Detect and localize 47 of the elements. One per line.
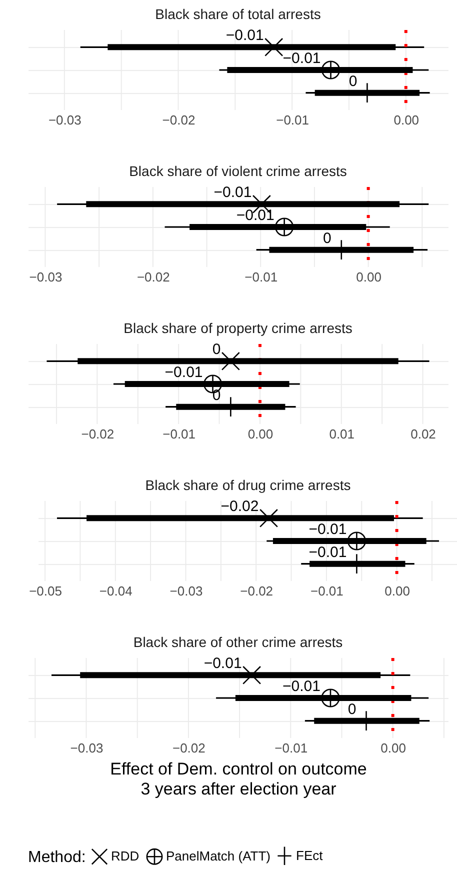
x-tick-label: −0.05	[29, 584, 62, 598]
x-tick-label: −0.03	[70, 740, 104, 756]
data-label: 0	[348, 72, 358, 90]
chart-title: Black share of other crime arrests	[133, 634, 343, 650]
x-tick-label: −0.01	[244, 270, 278, 284]
legend-label: RDD	[111, 848, 140, 864]
x-tick-label: 0.02	[410, 426, 436, 442]
x-tick-label: 0.00	[394, 112, 420, 128]
data-label: −0.02	[220, 498, 259, 516]
data-label: −0.01	[308, 544, 347, 561]
x-tick-label: 0.01	[329, 426, 355, 442]
x-tick-label: −0.02	[240, 584, 274, 598]
x-tick-label: 0.00	[356, 270, 382, 284]
data-label: −0.01	[282, 678, 320, 695]
chart-title: Black share of total arrests	[155, 6, 321, 22]
x-tick-label: −0.01	[162, 426, 196, 442]
chart-title: Black share of property crime arrests	[124, 320, 352, 336]
data-label: −0.01	[204, 655, 242, 672]
data-label: −0.01	[226, 27, 264, 44]
data-label: −0.01	[164, 364, 203, 381]
data-label: −0.01	[214, 184, 252, 202]
data-label: −0.01	[236, 207, 274, 224]
x-tick-label: −0.03	[48, 112, 82, 128]
data-label: 0	[323, 230, 332, 247]
x-tick-label: 0.00	[248, 426, 274, 442]
x-tick-label: −0.02	[172, 740, 206, 756]
x-tick-label: −0.01	[274, 740, 308, 756]
chart-title: Black share of violent crime arrests	[129, 163, 347, 180]
x-tick-label: 0.00	[384, 584, 410, 598]
x-tick-label: 0.00	[380, 740, 406, 756]
x-tick-label: −0.02	[81, 426, 114, 442]
data-label: 0	[212, 341, 221, 358]
data-label: −0.01	[282, 50, 321, 67]
x-tick-label: −0.01	[276, 112, 310, 128]
x-tick-label: −0.04	[99, 584, 132, 598]
x-tick-label: −0.01	[310, 584, 344, 598]
x-tick-label: −0.02	[162, 112, 196, 128]
x-tick-label: −0.03	[170, 584, 203, 598]
data-label: 0	[348, 700, 356, 718]
legend-title: Method:	[28, 849, 86, 866]
data-label: −0.01	[308, 521, 347, 538]
x-tick-label: −0.02	[136, 270, 170, 284]
x-tick-label: −0.03	[29, 270, 62, 284]
legend-label: FEct	[296, 848, 324, 863]
x-axis-title: Effect of Dem. control on outcome 3 years after election year	[110, 760, 367, 798]
chart-title: Black share of drug crime arrests	[145, 477, 351, 494]
legend-label: PanelMatch (ATT)	[166, 848, 271, 864]
